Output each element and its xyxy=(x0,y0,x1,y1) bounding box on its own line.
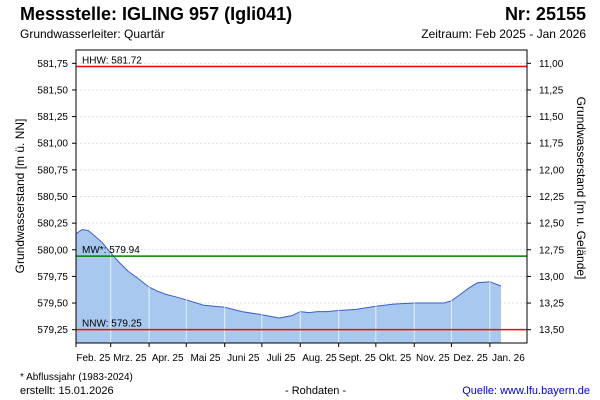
rawdata-label: - Rohdaten - xyxy=(285,385,347,397)
y2-tick-label: 13,00 xyxy=(539,272,564,283)
y-tick-label: 581,00 xyxy=(37,139,68,150)
period-label: Zeitraum: Feb 2025 - Jan 2026 xyxy=(421,27,586,41)
y-tick-label: 581,25 xyxy=(37,112,68,123)
water-level-line xyxy=(75,228,502,319)
y-tick-label: 580,50 xyxy=(37,192,68,203)
y-tick-label: 579,50 xyxy=(37,299,68,310)
source-link[interactable]: Quelle: www.lfu.bayern.de xyxy=(462,385,590,397)
x-tick-label: Apr. 25 xyxy=(152,353,184,364)
y-tick-label: 580,00 xyxy=(37,245,68,256)
reference-lines: HHW: 581.72 MW*: 579.94 NNW: 579.25 xyxy=(76,56,527,331)
y2-tick-label: 11,50 xyxy=(539,112,564,123)
y2-tick-label: 13,25 xyxy=(539,299,564,310)
y-tick-label: 581,75 xyxy=(37,59,68,70)
x-tick-label: Mai 25 xyxy=(190,353,220,364)
x-tick-label: Mrz. 25 xyxy=(113,353,147,364)
y-axis-title: Grundwasserstand [m ü. NN] xyxy=(13,119,27,274)
x-tick-label: Feb. 25 xyxy=(76,353,110,364)
y2-tick-label: 11,75 xyxy=(539,139,564,150)
reference-line-label: NNW: 579.25 xyxy=(82,319,142,330)
x-tick-label: Dez. 25 xyxy=(453,353,488,364)
water-level-area xyxy=(76,229,501,343)
y-tick-label: 579,75 xyxy=(37,272,68,283)
right-axis-ticks: 11,00 11,25 11,50 11,75 12,00 12,25 12,50 12,75… xyxy=(527,59,564,336)
y2-tick-label: 12,50 xyxy=(539,219,564,230)
y-tick-label: 580,25 xyxy=(37,219,68,230)
x-tick-label: Sept. 25 xyxy=(339,353,377,364)
x-tick-label: Jan. 26 xyxy=(492,353,525,364)
vertical-grid-lines xyxy=(110,50,491,343)
created-date: erstellt: 15.01.2026 xyxy=(20,385,114,397)
y2-tick-label: 12,00 xyxy=(539,165,564,176)
x-tick-label: Aug. 25 xyxy=(302,353,337,364)
y-tick-label: 581,50 xyxy=(37,85,68,96)
page-title: Messstelle: IGLING 957 (Igli041) xyxy=(20,4,293,24)
y-tick-label: 580,75 xyxy=(37,165,68,176)
aquifer-label: Grundwasserleiter: Quartär xyxy=(20,27,165,41)
station-number: Nr: 25155 xyxy=(504,4,586,24)
reference-line-label: MW*: 579.94 xyxy=(82,245,140,256)
y2-tick-label: 11,00 xyxy=(539,59,564,70)
x-axis-ticks: Feb. 25 Mrz. 25 Apr. 25 Mai 25 Juni 25 Juli 2… xyxy=(75,343,525,364)
y-tick-label: 579,25 xyxy=(37,325,68,336)
left-axis-ticks: 581,75 581,50 581,25 581,00 580,75 580,50 580,… xyxy=(37,59,76,336)
reference-line-label: HHW: 581.72 xyxy=(82,56,142,67)
y2-tick-label: 12,25 xyxy=(539,192,564,203)
x-tick-label: Juni 25 xyxy=(227,353,260,364)
y2-tick-label: 13,50 xyxy=(539,325,564,336)
footnote: * Abflussjahr (1983-2024) xyxy=(20,372,133,383)
x-tick-label: Okt. 25 xyxy=(379,353,412,364)
x-tick-label: Juli 25 xyxy=(267,353,296,364)
y2-tick-label: 12,75 xyxy=(539,245,564,256)
y2-axis-title: Grundwasserstand [m u. Gelände] xyxy=(574,97,588,280)
y2-tick-label: 11,25 xyxy=(539,85,564,96)
x-tick-label: Nov. 25 xyxy=(416,353,450,364)
